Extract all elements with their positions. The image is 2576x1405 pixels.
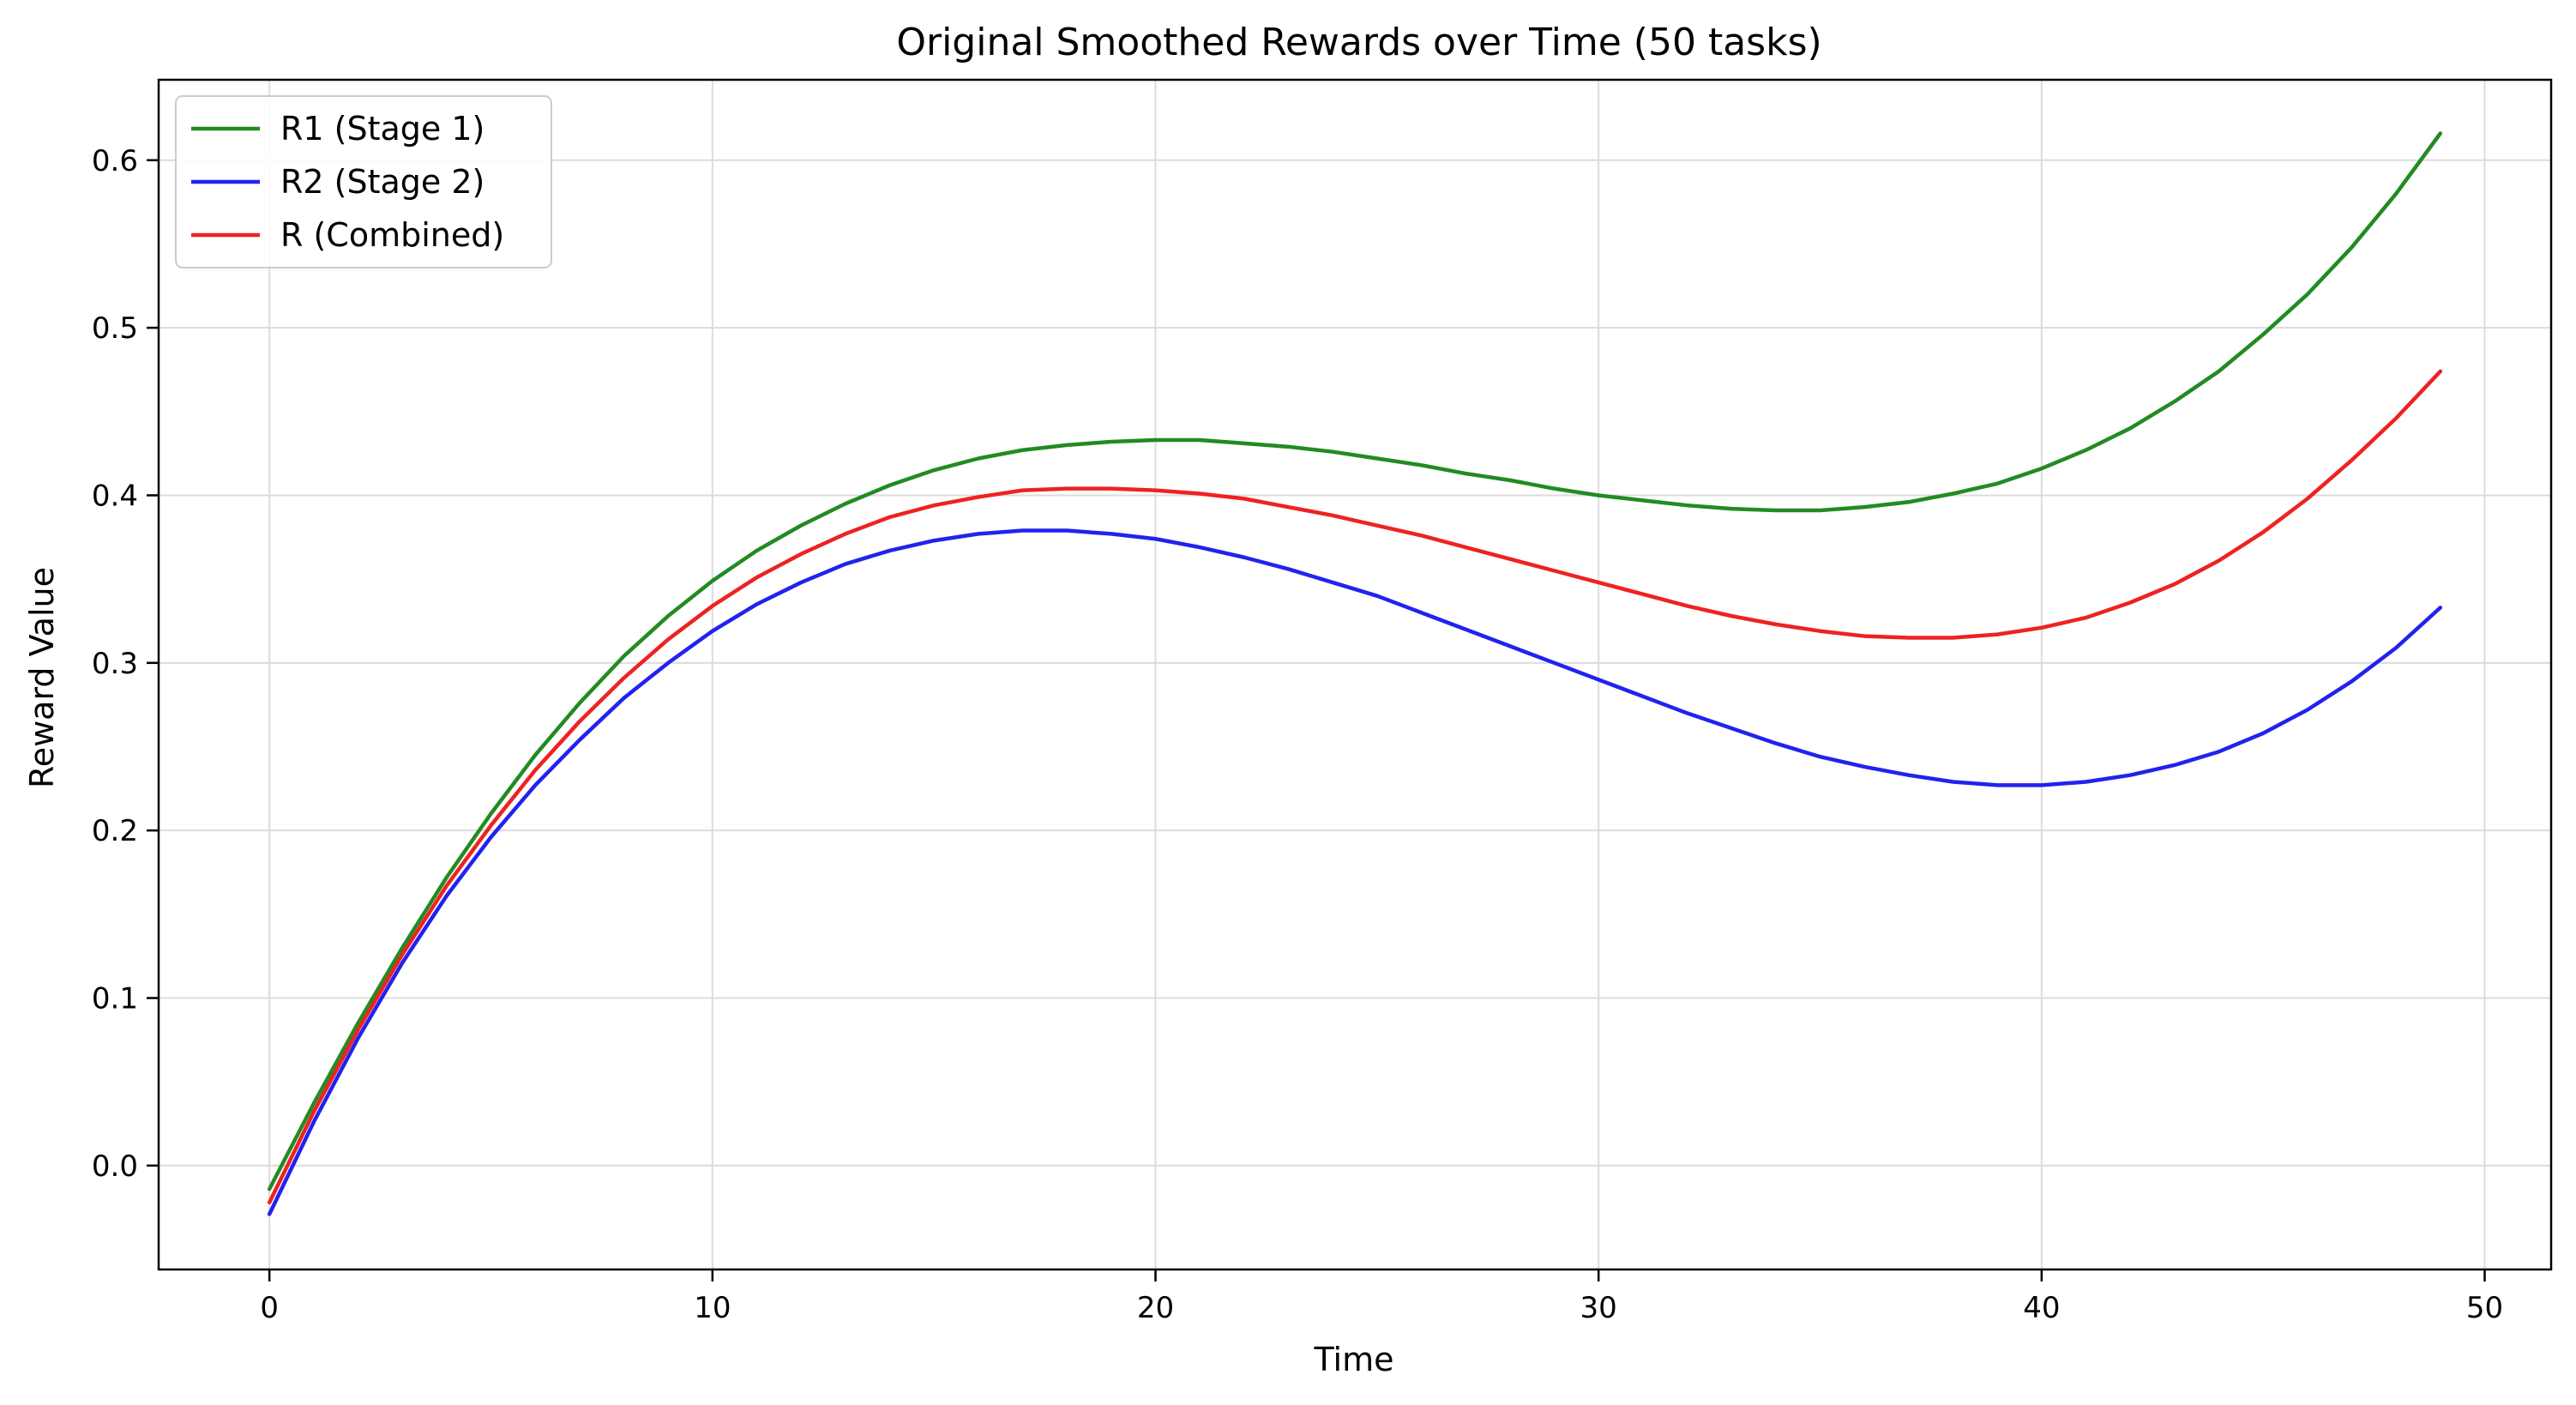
y-tick-label: 0.2 [92,814,138,848]
legend-label-3: R (Combined) [280,216,504,254]
series-line-2 [267,528,2443,1216]
y-tick-label: 0.1 [92,982,138,1016]
x-tick-label: 50 [2466,1291,2503,1325]
y-axis-label: Reward Value [23,567,61,788]
y-tick-label: 0.0 [92,1149,138,1184]
grid-lines [159,80,2551,1269]
y-tick-label: 0.6 [92,144,138,178]
x-tick-label: 10 [694,1291,731,1325]
legend-label-2: R2 (Stage 2) [280,163,485,201]
legend-label-1: R1 (Stage 1) [280,110,485,148]
y-tick-label: 0.5 [92,311,138,346]
x-axis-label: Time [1314,1341,1394,1378]
x-tick-label: 20 [1137,1291,1174,1325]
legend-box [175,95,552,268]
series-line-1 [267,131,2443,1191]
x-tick-label: 30 [1580,1291,1617,1325]
chart-title: Original Smoothed Rewards over Time (50 … [896,21,1821,64]
axis-ticks: 0 10 20 30 40 50 0.0 0.1 0.2 0.3 0.4 0.5 0.6 [92,144,2503,1325]
series-lines [267,131,2443,1216]
x-tick-label: 40 [2023,1291,2060,1325]
y-tick-label: 0.4 [92,479,138,513]
legend: R1 (Stage 1) R2 (Stage 2) R (Combined) [175,95,552,268]
plot-area-frame [157,78,2553,1271]
series-line-3 [267,369,2443,1205]
y-tick-label: 0.3 [92,647,138,681]
x-tick-label: 0 [260,1291,279,1325]
